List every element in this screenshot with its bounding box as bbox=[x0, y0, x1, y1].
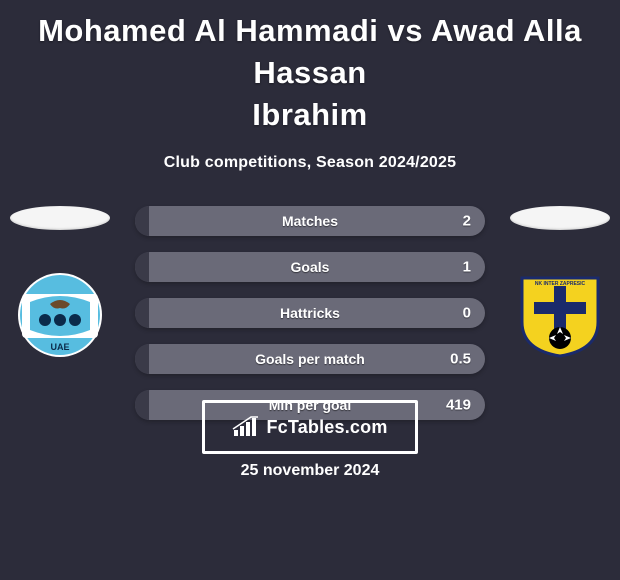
footer-logo: FcTables.com bbox=[202, 400, 418, 454]
stat-value-right: 0.5 bbox=[436, 350, 485, 367]
stat-label: Goals bbox=[291, 259, 330, 275]
page-title: Mohamed Al Hammadi vs Awad Alla Hassan I… bbox=[0, 0, 620, 136]
stat-row: Matches 2 bbox=[135, 206, 485, 236]
right-club-badge: NK INTER ZAPRESIC bbox=[510, 272, 610, 358]
left-club-badge: UAE bbox=[10, 272, 110, 358]
svg-text:NK INTER ZAPRESIC: NK INTER ZAPRESIC bbox=[535, 281, 586, 287]
bar-chart-icon bbox=[232, 416, 260, 438]
subtitle: Club competitions, Season 2024/2025 bbox=[0, 154, 620, 172]
stat-left-fill bbox=[135, 298, 149, 328]
stat-label: Matches bbox=[282, 213, 338, 229]
stat-left-fill bbox=[135, 252, 149, 282]
stat-value-right: 1 bbox=[449, 258, 485, 275]
left-player-col: UAE bbox=[10, 206, 110, 358]
stat-row: Goals 1 bbox=[135, 252, 485, 282]
stat-rows: Matches 2 Goals 1 Hattricks 0 Goals per match 0… bbox=[135, 206, 485, 420]
footer-logo-text: FcTables.com bbox=[266, 417, 387, 438]
stat-value-right: 2 bbox=[449, 212, 485, 229]
title-line-2: Ibrahim bbox=[252, 97, 367, 132]
right-flag-icon bbox=[510, 206, 610, 230]
stat-row: Hattricks 0 bbox=[135, 298, 485, 328]
title-line-1: Mohamed Al Hammadi vs Awad Alla Hassan bbox=[38, 13, 582, 90]
footer-date: 25 november 2024 bbox=[0, 462, 620, 480]
right-player-col: NK INTER ZAPRESIC bbox=[510, 206, 610, 358]
stat-value-right: 419 bbox=[432, 396, 485, 413]
stat-label: Hattricks bbox=[280, 305, 340, 321]
stat-left-fill bbox=[135, 344, 149, 374]
stat-left-fill bbox=[135, 206, 149, 236]
stat-value-right: 0 bbox=[449, 304, 485, 321]
stat-row: Goals per match 0.5 bbox=[135, 344, 485, 374]
stat-label: Goals per match bbox=[255, 351, 365, 367]
left-flag-icon bbox=[10, 206, 110, 230]
stat-left-fill bbox=[135, 390, 149, 420]
svg-text:UAE: UAE bbox=[50, 342, 69, 352]
